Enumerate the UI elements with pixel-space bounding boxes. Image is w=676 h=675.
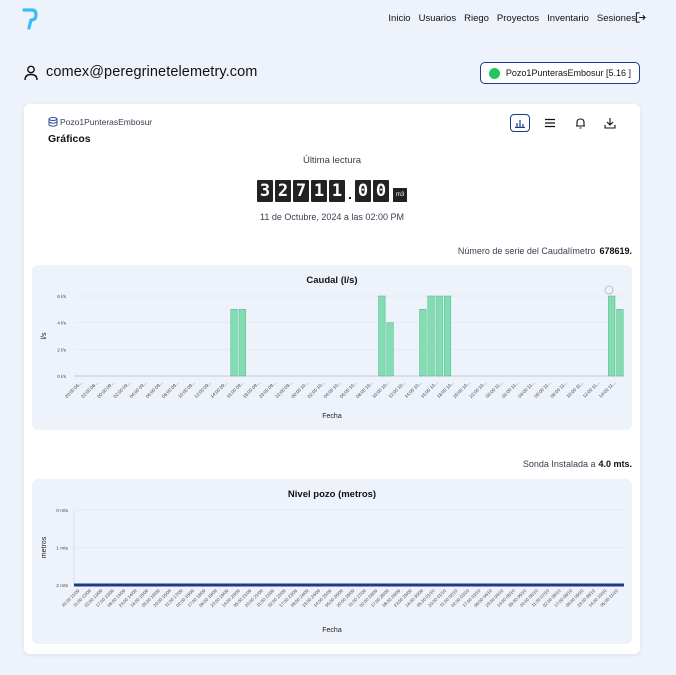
bar — [386, 322, 394, 377]
download-icon[interactable] — [600, 114, 620, 132]
well-name: Pozo1PunterasEmbosur — [60, 117, 153, 127]
meter-digit: 2 — [275, 180, 291, 202]
y-axis-label: l/s — [41, 332, 48, 340]
meter-unit: m3 — [393, 188, 407, 202]
bar-chart-icon[interactable] — [510, 114, 530, 132]
bell-icon[interactable] — [570, 114, 590, 132]
user-email: comex@peregrinetelemetry.com — [46, 64, 258, 80]
y-tick-label: 2 mts — [56, 583, 68, 589]
y-axis-label: metros — [41, 536, 48, 558]
x-tick-label: 14:00 11... — [598, 380, 617, 399]
graphs-card: Pozo1PunterasEmbosur Gráficos Última lec… — [24, 104, 640, 654]
probe-value: 4.0 mts. — [598, 459, 632, 469]
serial-value: 678619. — [599, 246, 632, 256]
brand-logo-icon[interactable] — [22, 8, 38, 30]
bar — [608, 295, 616, 377]
top-navbar: Inicio Usuarios Riego Proyectos Inventar… — [0, 0, 676, 38]
zoom-reset-icon — [604, 285, 614, 295]
bar — [238, 309, 246, 377]
section-title: Gráficos — [48, 133, 91, 145]
bar — [435, 295, 443, 377]
device-selector[interactable]: Pozo1PunterasEmbosur [5.16 ] — [479, 62, 640, 84]
serial-label: Número de serie del Caudalímetro — [457, 246, 596, 256]
meter-display: 3 2 7 1 1 . 0 0 m3 — [257, 176, 407, 202]
reading-date: 11 de Octubre, 2024 a las 02:00 PM — [260, 212, 404, 222]
device-selector-label: Pozo1PunterasEmbosur [5.16 ] — [505, 68, 631, 78]
x-axis-label: Fecha — [322, 413, 342, 420]
main-nav: Inicio Usuarios Riego Proyectos Inventar… — [388, 13, 636, 24]
y-tick-label: 4 l/s — [57, 321, 66, 327]
y-tick-label: 0 l/s — [57, 374, 66, 380]
chart-title: Caudal (l/s) — [306, 275, 357, 286]
well-name-line: Pozo1PunterasEmbosur — [48, 117, 152, 127]
y-tick-label: 0 mts — [56, 508, 68, 514]
meter-digit: 7 — [293, 180, 309, 202]
y-tick-label: 1 mts — [56, 546, 68, 552]
probe-label: Sonda Instalada a — [522, 459, 596, 469]
flow-chart-panel: 0 l/s 2 l/s 4 l/s 6 l/s 20:00 06... 22:00 08.… — [32, 265, 632, 430]
probe-line: Sonda Instalada a 4.0 mts. — [523, 459, 632, 469]
meter-separator: . — [348, 186, 352, 202]
card-toolbar — [510, 114, 620, 132]
bar — [427, 295, 435, 377]
nav-item-usuarios[interactable]: Usuarios — [418, 13, 457, 24]
serial-number-line: Número de serie del Caudalímetro 678619. — [458, 246, 632, 256]
bar — [616, 309, 624, 377]
bar — [443, 295, 452, 377]
y-tick-label: 6 l/s — [57, 294, 66, 300]
menu-icon[interactable] — [540, 114, 560, 132]
logout-icon[interactable] — [635, 12, 646, 23]
nav-item-riego[interactable]: Riego — [464, 13, 489, 24]
meter-decimal-digit: 0 — [355, 180, 371, 202]
bar — [419, 309, 427, 377]
nav-item-inicio[interactable]: Inicio — [388, 13, 411, 24]
meter-digit: 1 — [311, 180, 327, 202]
chart-title: Nivel pozo (metros) — [288, 489, 376, 500]
meter-digit: 1 — [329, 180, 345, 202]
meter-digit: 3 — [257, 180, 273, 202]
bar — [378, 295, 386, 377]
user-icon — [24, 65, 38, 81]
nav-item-sesiones[interactable]: Sesiones — [596, 13, 636, 24]
nav-item-inventario[interactable]: Inventario — [547, 13, 589, 24]
database-icon — [48, 117, 58, 127]
nav-item-proyectos[interactable]: Proyectos — [496, 13, 540, 24]
last-reading-label: Última lectura — [302, 155, 362, 166]
user-row: comex@peregrinetelemetry.com Pozo1Punter… — [24, 62, 644, 86]
meter-decimal-digit: 0 — [373, 180, 389, 202]
x-axis-label: Fecha — [322, 627, 342, 634]
status-dot-icon — [488, 67, 500, 79]
well-level-chart-panel: 0 mts 1 mts 2 mts 20:00 11/09 11:00 12/09 02:… — [32, 479, 632, 644]
y-tick-label: 2 l/s — [57, 347, 66, 353]
flow-chart[interactable]: 0 l/s2 l/s4 l/s6 l/s20:00 06...22:00 08.… — [32, 265, 632, 430]
bar — [230, 309, 238, 377]
